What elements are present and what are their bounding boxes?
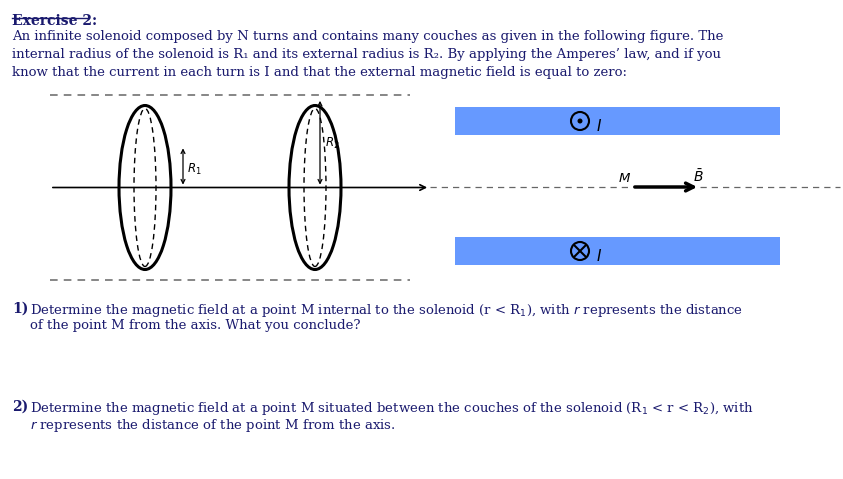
Text: An infinite solenoid composed by N turns and contains many couches as given in t: An infinite solenoid composed by N turns… xyxy=(12,30,723,43)
Text: know that the current in each turn is I and that the external magnetic field is : know that the current in each turn is I … xyxy=(12,66,627,79)
Text: internal radius of the solenoid is R₁ and its external radius is R₂. By applying: internal radius of the solenoid is R₁ an… xyxy=(12,48,721,61)
Text: 2): 2) xyxy=(12,400,29,414)
Text: Determine the magnetic field at a point M internal to the solenoid (r < R$_1$), : Determine the magnetic field at a point … xyxy=(30,302,743,319)
Circle shape xyxy=(571,112,589,130)
Bar xyxy=(455,237,780,265)
Text: $\bar{B}$: $\bar{B}$ xyxy=(693,168,703,185)
Text: Determine the magnetic field at a point M situated between the couches of the so: Determine the magnetic field at a point … xyxy=(30,400,754,417)
Text: Exercise 2:: Exercise 2: xyxy=(12,14,97,28)
Text: 1): 1) xyxy=(12,302,29,316)
Text: $R_1$: $R_1$ xyxy=(187,162,201,177)
Circle shape xyxy=(577,118,583,124)
Text: $M$: $M$ xyxy=(619,172,631,185)
Bar xyxy=(455,107,780,135)
Text: $I$: $I$ xyxy=(596,118,602,134)
Text: $R_2$: $R_2$ xyxy=(325,136,340,150)
Text: $r$ represents the distance of the point M from the axis.: $r$ represents the distance of the point… xyxy=(30,417,395,434)
Text: of the point M from the axis. What you conclude?: of the point M from the axis. What you c… xyxy=(30,319,361,332)
Text: $I$: $I$ xyxy=(596,248,602,264)
Circle shape xyxy=(571,242,589,260)
